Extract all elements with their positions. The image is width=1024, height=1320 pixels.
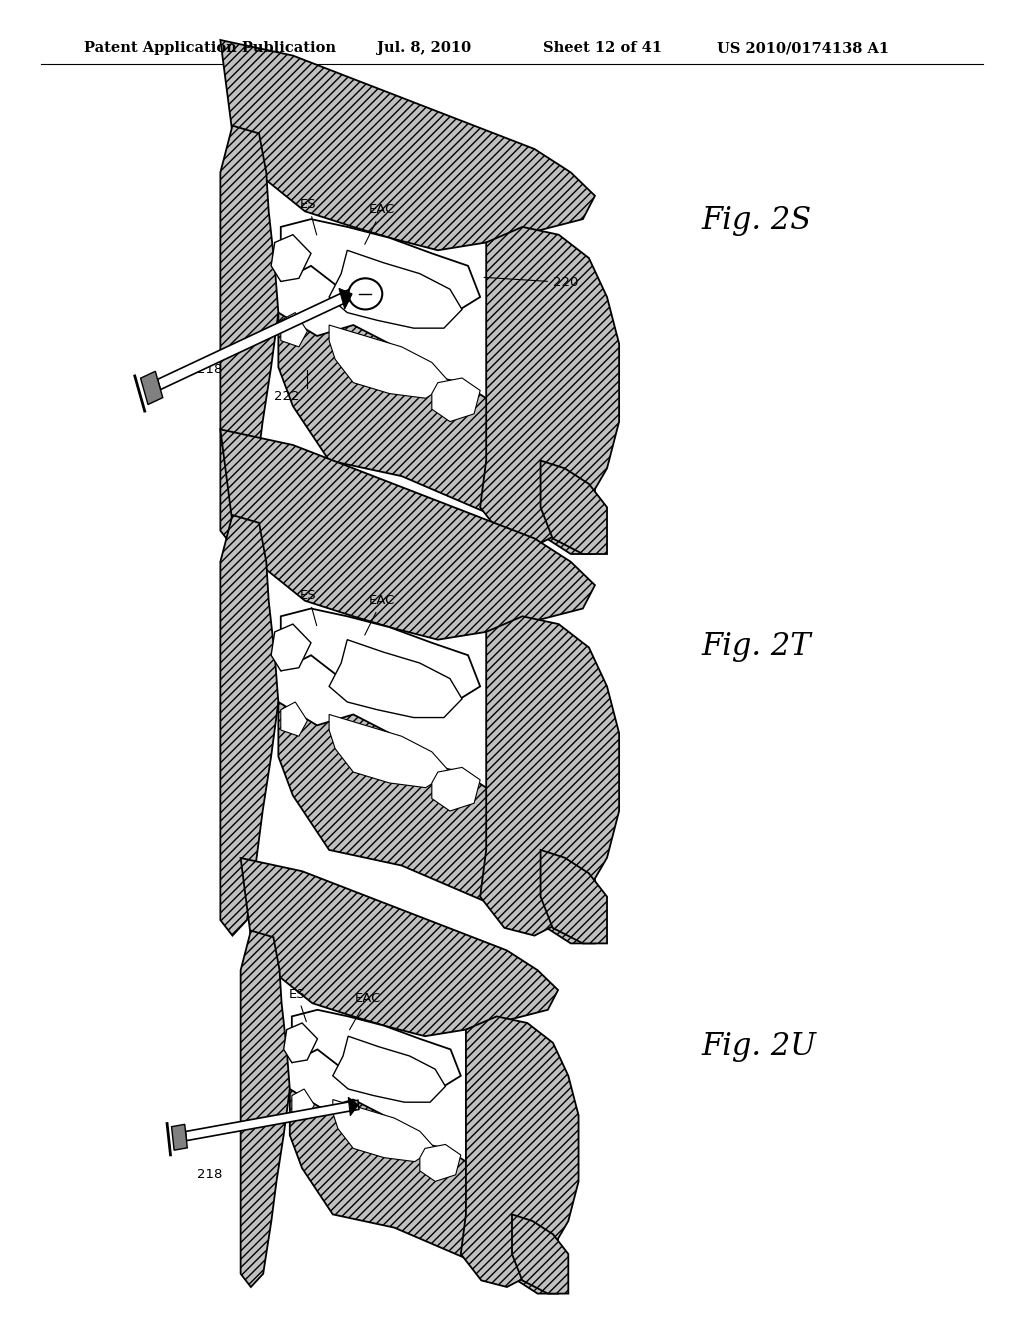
Text: Fig. 2T: Fig. 2T bbox=[701, 631, 811, 663]
Polygon shape bbox=[241, 858, 558, 1036]
Text: ES: ES bbox=[289, 987, 306, 1022]
Text: Jul. 8, 2010: Jul. 8, 2010 bbox=[377, 41, 471, 55]
Text: EAC: EAC bbox=[349, 991, 381, 1030]
Polygon shape bbox=[271, 624, 311, 671]
Polygon shape bbox=[271, 235, 311, 281]
Text: 218: 218 bbox=[197, 363, 222, 376]
Polygon shape bbox=[432, 378, 480, 421]
Text: Sheet 12 of 41: Sheet 12 of 41 bbox=[543, 41, 662, 55]
Text: 220: 220 bbox=[484, 276, 579, 289]
Polygon shape bbox=[220, 40, 595, 251]
Polygon shape bbox=[241, 931, 290, 1287]
Text: US 2010/0174138 A1: US 2010/0174138 A1 bbox=[717, 41, 889, 55]
Text: EAC: EAC bbox=[365, 203, 395, 244]
Polygon shape bbox=[220, 125, 279, 546]
Polygon shape bbox=[279, 702, 595, 944]
Polygon shape bbox=[480, 616, 620, 936]
Polygon shape bbox=[348, 1097, 358, 1115]
Polygon shape bbox=[432, 767, 480, 810]
Polygon shape bbox=[512, 1214, 568, 1294]
Polygon shape bbox=[420, 1144, 461, 1181]
Text: 218: 218 bbox=[197, 1168, 222, 1181]
Polygon shape bbox=[281, 313, 307, 347]
Polygon shape bbox=[279, 313, 595, 554]
Polygon shape bbox=[329, 640, 462, 718]
Polygon shape bbox=[172, 1125, 187, 1150]
Polygon shape bbox=[329, 325, 450, 399]
Polygon shape bbox=[185, 1101, 358, 1140]
Polygon shape bbox=[284, 1023, 317, 1063]
Polygon shape bbox=[220, 515, 279, 936]
Text: ES: ES bbox=[300, 198, 316, 235]
Ellipse shape bbox=[348, 279, 382, 309]
Polygon shape bbox=[292, 1089, 314, 1118]
Polygon shape bbox=[339, 289, 352, 309]
Text: Fig. 2U: Fig. 2U bbox=[701, 1031, 816, 1063]
Polygon shape bbox=[541, 850, 607, 944]
Polygon shape bbox=[333, 1036, 445, 1102]
Polygon shape bbox=[281, 609, 480, 705]
Polygon shape bbox=[290, 1089, 558, 1294]
Polygon shape bbox=[461, 1016, 579, 1287]
Text: ES: ES bbox=[300, 589, 316, 626]
Polygon shape bbox=[329, 251, 462, 329]
Polygon shape bbox=[281, 702, 307, 737]
Polygon shape bbox=[281, 219, 480, 315]
Polygon shape bbox=[480, 227, 620, 546]
Polygon shape bbox=[292, 1010, 461, 1092]
Text: Fig. 2S: Fig. 2S bbox=[701, 205, 812, 236]
Polygon shape bbox=[158, 289, 353, 389]
Polygon shape bbox=[333, 1100, 435, 1162]
Text: Patent Application Publication: Patent Application Publication bbox=[84, 41, 336, 55]
Text: 222: 222 bbox=[274, 389, 300, 403]
Polygon shape bbox=[541, 461, 607, 554]
Polygon shape bbox=[220, 429, 595, 640]
Polygon shape bbox=[140, 371, 163, 404]
Text: EAC: EAC bbox=[365, 594, 395, 635]
Polygon shape bbox=[329, 714, 450, 788]
